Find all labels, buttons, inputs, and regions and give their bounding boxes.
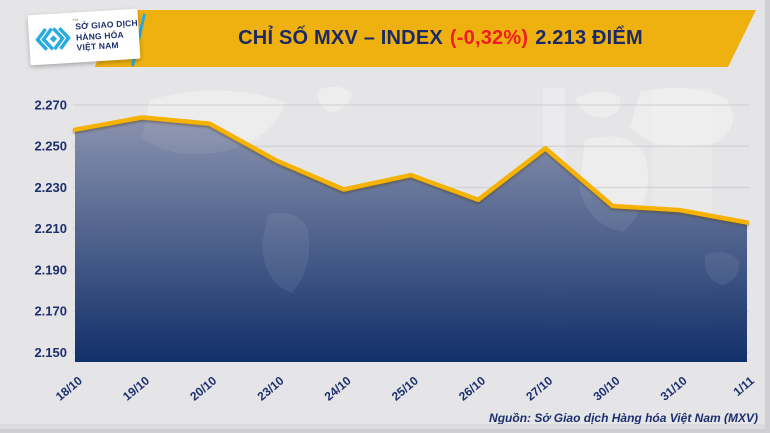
logo-org-name: SỞ GIAO DỊCH HÀNG HÓA VIỆT NAM [75,18,139,54]
world-map-watermark-overlay [317,86,352,112]
x-axis-tick-label: 27/10 [523,373,555,403]
world-map-watermark [317,86,352,112]
world-map-watermark [630,88,734,147]
y-axis-tick-label: 2.270 [34,98,67,113]
mxv-logo-card: ™ SỞ GIAO DỊCH HÀNG HÓA VIỆT NAM [27,8,141,66]
logo-org-line3: VIỆT NAM [76,40,120,53]
y-axis-tick-label: 2.170 [34,304,67,319]
x-axis-tick-label: 20/10 [187,373,219,403]
world-map-watermark-overlay [575,91,621,118]
world-map-watermark-overlay [630,88,734,147]
right-edge [765,0,770,433]
index-line [72,115,750,225]
y-axis-tick-label: 2.150 [34,345,67,360]
x-axis-tick-label: 1/11 [731,373,758,399]
title-points-value: 2.213 ĐIỂM [535,27,643,49]
x-axis-tick-label: 18/10 [53,373,85,403]
x-axis-tick-label: 31/10 [658,373,690,403]
y-axis-tick-label: 2.250 [34,139,67,154]
y-axis-tick-label: 2.210 [34,221,67,236]
mxv-logo-icon [35,26,71,51]
world-map-watermark [575,91,621,118]
index-area-fill [75,117,747,363]
title-main: CHỈ SỐ MXV – INDEX [238,27,443,49]
title-banner: CHỈ SỐ MXV – INDEX (-0,32%) 2.213 ĐIỂM [95,10,756,67]
bottom-edge [0,429,770,433]
trademark-symbol: ™ [71,18,80,26]
x-axis-tick-label: 24/10 [322,373,354,403]
page-title: CHỈ SỐ MXV – INDEX (-0,32%) 2.213 ĐIỂM [208,27,643,50]
x-axis-tick-label: 23/10 [255,373,287,403]
y-axis-tick-label: 2.230 [34,180,67,195]
world-map-watermark-overlay [262,212,310,293]
world-map-watermark-overlay [142,90,285,154]
title-change-percent: (-0,32%) [449,27,529,49]
world-map-watermark-overlay [704,252,740,285]
source-attribution: Nguồn: Sở Giao dịch Hàng hóa Việt Nam (M… [489,411,758,425]
x-axis-tick-label: 25/10 [389,373,421,403]
x-axis-tick-label: 26/10 [456,373,488,403]
x-axis-tick-label: 19/10 [120,373,152,403]
x-axis-tick-label: 30/10 [591,373,623,403]
y-axis-tick-label: 2.190 [34,262,67,277]
bottom-edge-shade [0,424,770,429]
